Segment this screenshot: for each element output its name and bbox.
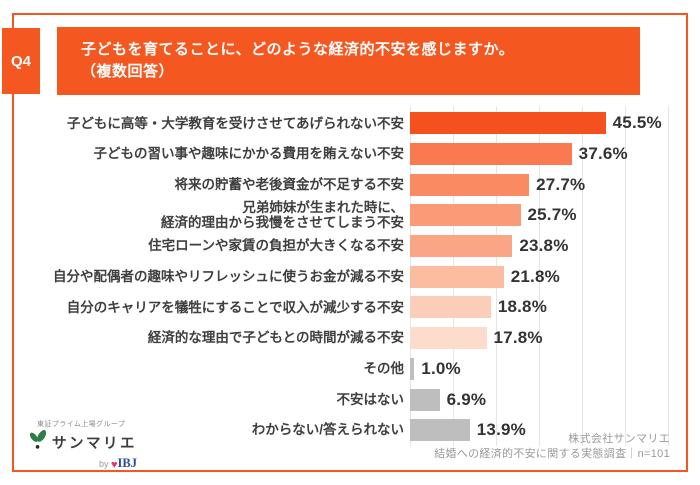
value-label: 25.7% [527, 205, 577, 225]
ibj-heart-icon: ♥ [111, 459, 118, 471]
logo-main: サンマリエ [27, 430, 139, 455]
category-label: わからない/答えられない [251, 422, 404, 438]
bar [410, 357, 415, 380]
ibj-logo-text: IBJ [117, 456, 137, 470]
category-label: 子どもの習い事や趣味にかかる費用を賄えない不安 [93, 146, 405, 162]
source-note: 株式会社サンマリエ 結婚への経済的不安に関する実態調査｜n=101 [434, 432, 670, 463]
value-label: 45.5% [612, 113, 662, 133]
gridline-50pct [625, 106, 626, 446]
category-label: その他 [363, 361, 405, 377]
category-label: 経済的な理由で子どもとの時間が減る不安 [147, 330, 404, 346]
logo-byline: by ♥IBJ [27, 456, 139, 471]
chart-row: 自分や配偶者の趣味やリフレッシュに使うお金が減る不安 21.8% [20, 261, 662, 292]
category-label: 将来の貯蓄や老後資金が不足する不安 [174, 176, 405, 192]
chart-row: 子どもの習い事や趣味にかかる費用を賄えない不安 37.6% [20, 139, 662, 170]
value-label: 13.9% [476, 420, 526, 440]
sunmarie-logo: 東証プライム上場グループ サンマリエ by ♥IBJ [27, 419, 139, 471]
outer-frame [12, 13, 688, 472]
bar [410, 112, 606, 135]
source-company: 株式会社サンマリエ [568, 433, 670, 445]
chart-row: わからない/答えられない 13.9% [20, 415, 662, 446]
category-label: 自分のキャリアを犠牲にすることで収入が減少する不安 [66, 299, 404, 315]
bar [410, 388, 440, 411]
value-label: 17.8% [493, 328, 543, 348]
bar [410, 419, 470, 442]
bar [410, 327, 487, 350]
category-label: 兄弟姉妹が生まれた時に、 経済的理由から我慢をさせてしまう不安 [161, 199, 404, 231]
gridline-60pct [668, 106, 669, 446]
value-label: 37.6% [578, 144, 628, 164]
chart-row: 住宅ローンや家賃の負担が大きくなる不安 23.8% [20, 231, 662, 262]
value-label: 18.8% [497, 297, 548, 317]
value-label: 27.7% [536, 174, 586, 194]
bar [410, 235, 513, 258]
question-number-label: Q4 [10, 52, 31, 70]
category-label: 住宅ローンや家賃の負担が大きくなる不安 [148, 238, 404, 254]
value-label: 6.9% [446, 389, 487, 409]
bar [410, 143, 572, 166]
gridline-40pct [582, 106, 583, 446]
category-label: 自分や配偶者の趣味やリフレッシュに使うお金が減る不安 [53, 269, 404, 285]
bar [410, 296, 491, 319]
bar [410, 204, 521, 227]
value-label: 23.8% [519, 236, 569, 256]
chart-row: 自分のキャリアを犠牲にすることで収入が減少する不安 18.8% [20, 292, 662, 323]
gridline-30pct [539, 106, 540, 446]
value-label: 21.8% [510, 266, 560, 286]
chart-title-line1: 子どもを育てることに、どのような経済的不安を感じますか。 [81, 40, 515, 58]
source-survey: 結婚への経済的不安に関する実態調査｜n=101 [434, 448, 670, 461]
chart-title-line2: （複数回答） [81, 63, 175, 80]
value-label: 1.0% [421, 358, 461, 378]
sunmarie-leaf-icon [27, 430, 49, 455]
chart-title-bar: 子どもを育てることに、どのような経済的不安を感じますか。 （複数回答） [57, 27, 640, 95]
category-label: 不安はない [336, 391, 405, 407]
category-label: 子どもに高等・大学教育を受けさせてあげられない不安 [66, 115, 404, 131]
chart-row: 不安はない 6.9% [20, 384, 662, 415]
chart-row: 子どもに高等・大学教育を受けさせてあげられない不安 45.5% [20, 108, 662, 139]
bar [410, 265, 504, 288]
chart-row: 兄弟姉妹が生まれた時に、 経済的理由から我慢をさせてしまう不安 25.7% [20, 200, 662, 231]
chart-row: その他 1.0% [20, 354, 662, 385]
chart-row: 経済的な理由で子どもとの時間が減る不安 17.8% [20, 323, 662, 354]
logo-by-text: by [98, 459, 109, 469]
logo-group-text: 東証プライム上場グループ [37, 421, 126, 428]
bar-chart: 子どもに高等・大学教育を受けさせてあげられない不安 45.5% 子どもの習い事や趣味… [20, 108, 662, 446]
bar [410, 173, 530, 196]
question-number-badge: Q4 [2, 28, 40, 94]
logo-brand-text: サンマリエ [52, 436, 137, 452]
chart-row: 将来の貯蓄や老後資金が不足する不安 27.7% [20, 169, 662, 200]
